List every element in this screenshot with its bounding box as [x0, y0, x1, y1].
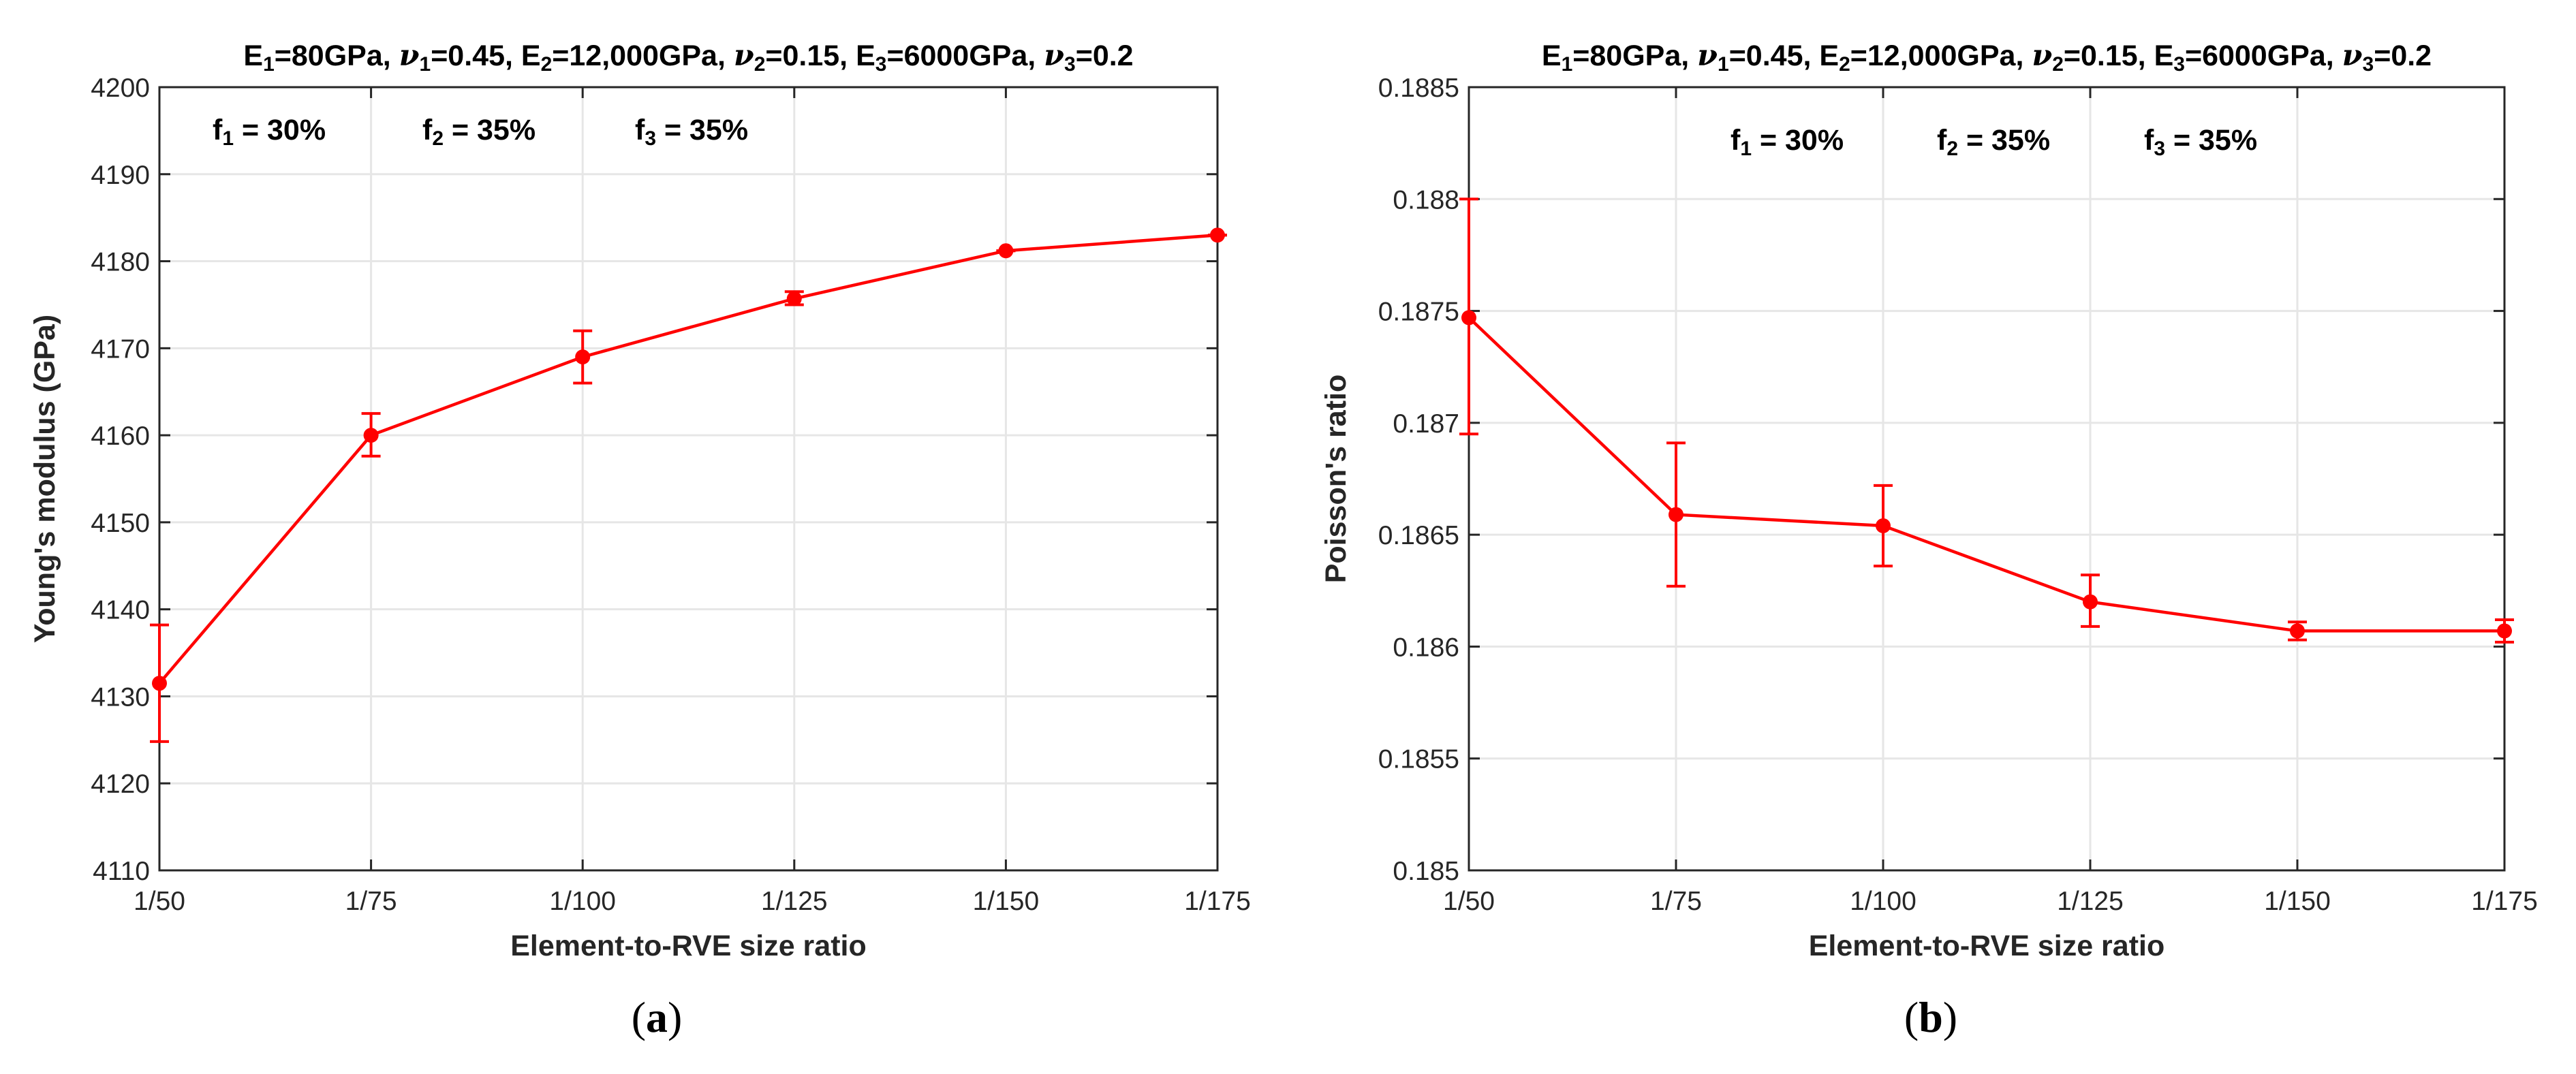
- data-point: [363, 428, 379, 443]
- y-tick-label: 4110: [93, 857, 150, 886]
- x-tick-label: 1/75: [345, 887, 397, 916]
- annotation-f3: f3 = 35%: [2144, 124, 2257, 160]
- annotation-f1: f1 = 30%: [1731, 124, 1844, 160]
- y-tick-label: 0.1885: [1378, 74, 1459, 103]
- series-line: [1468, 316, 2504, 633]
- data-point: [1876, 518, 1891, 533]
- annotation-f3: f3 = 35%: [635, 114, 748, 150]
- y-tick-label: 4120: [91, 770, 150, 799]
- x-axis-label: Element-to-RVE size ratio: [1809, 930, 2165, 962]
- y-axis-label: Young's modulus (GPa): [29, 315, 61, 643]
- y-tick-label: 0.186: [1393, 633, 1459, 662]
- x-tick-label: 1/150: [973, 887, 1040, 916]
- data-point: [2083, 594, 2098, 610]
- x-axis-label: Element-to-RVE size ratio: [510, 930, 867, 962]
- x-tick-label: 1/175: [2471, 887, 2538, 916]
- annotation-f2: f2 = 35%: [1937, 124, 2050, 160]
- y-tick-label: 0.187: [1393, 409, 1459, 439]
- annotation-f1: f1 = 30%: [213, 114, 326, 150]
- x-tick-label: 1/50: [134, 887, 185, 916]
- annotation-f2: f2 = 35%: [422, 114, 536, 150]
- y-tick-label: 4190: [91, 161, 150, 190]
- y-tick-label: 0.1875: [1378, 298, 1459, 327]
- plot-area: [159, 87, 1217, 870]
- panel-caption: (a): [632, 993, 683, 1041]
- axes-box: [158, 86, 1219, 872]
- y-tick-label: 4130: [91, 682, 150, 712]
- x-tick-label: 1/100: [1850, 887, 1917, 916]
- y-tick-label: 4160: [91, 422, 150, 451]
- y-tick-label: 0.188: [1393, 185, 1459, 215]
- data-point: [1461, 310, 1476, 326]
- chart-title: E1=80GPa, ν1=0.45, E2=12,000GPa, ν2=0.15…: [1542, 39, 2432, 76]
- data-point: [1210, 227, 1225, 243]
- y-tick-label: 0.1865: [1378, 521, 1459, 550]
- y-tick-label: 4200: [91, 74, 150, 103]
- x-tick-label: 1/175: [1184, 887, 1251, 916]
- x-tick-label: 1/100: [549, 887, 616, 916]
- x-tick-label: 1/50: [1443, 887, 1495, 916]
- y-tick-label: 0.1855: [1378, 745, 1459, 774]
- data-point: [152, 676, 167, 691]
- data-point: [2497, 623, 2512, 639]
- panel-caption: (b): [1904, 993, 1957, 1041]
- panel-a-youngs-modulus-chart: 4110 4120 4130 4140 4150 4160 4170 4180 4190 4200…: [29, 39, 1251, 1041]
- series-line: [158, 233, 1218, 684]
- y-tick-label: 4140: [91, 596, 150, 625]
- y-tick-label: 0.185: [1393, 857, 1459, 886]
- data-point: [575, 349, 591, 365]
- data-point: [786, 291, 802, 306]
- y-axis-label: Poisson's ratio: [1320, 375, 1352, 584]
- data-point: [1669, 507, 1683, 522]
- y-tick-label: 4180: [91, 248, 150, 277]
- x-tick-label: 1/125: [761, 887, 828, 916]
- data-point: [998, 243, 1014, 259]
- x-tick-label: 1/75: [1650, 887, 1702, 916]
- axes-box: [1468, 86, 2506, 872]
- data-point: [2290, 623, 2305, 639]
- chart-title: E1=80GPa, ν1=0.45, E2=12,000GPa, ν2=0.15…: [243, 39, 1133, 76]
- plot-area: [1469, 87, 2504, 870]
- x-tick-label: 1/125: [2057, 887, 2124, 916]
- y-tick-label: 4150: [91, 509, 150, 538]
- y-tick-label: 4170: [91, 334, 150, 364]
- x-tick-label: 1/150: [2264, 887, 2331, 916]
- panel-b-poissons-ratio-chart: 0.185 0.1855 0.186 0.1865 0.187 0.1875 0.188 0.…: [1320, 39, 2538, 1041]
